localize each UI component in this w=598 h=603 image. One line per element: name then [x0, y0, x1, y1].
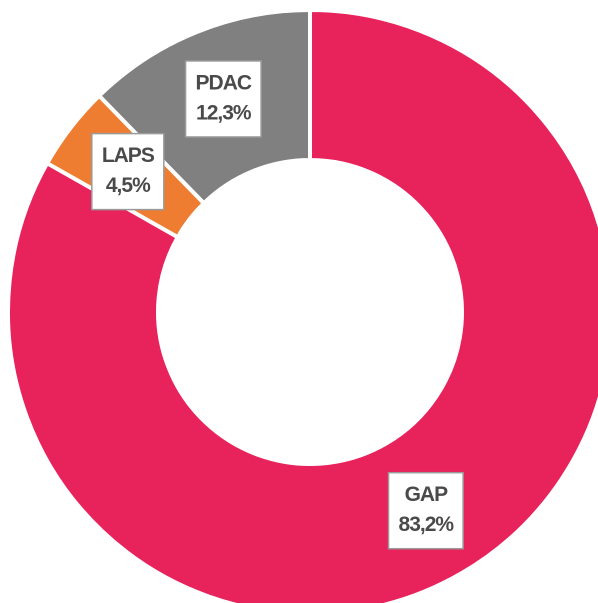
- data-label: LAPS 4,5%: [91, 132, 165, 211]
- value-label: 83,2%: [399, 513, 455, 536]
- donut-segment: [6, 7, 598, 603]
- category-label: PDAC: [196, 72, 252, 95]
- category-label: GAP: [405, 483, 449, 506]
- data-label: PDAC 12,3%: [184, 60, 262, 138]
- label-box: [184, 60, 262, 138]
- label-box: [91, 132, 165, 211]
- category-label: LAPS: [102, 144, 155, 167]
- value-label: 12,3%: [196, 102, 252, 125]
- value-label: 4,5%: [106, 174, 151, 197]
- data-label: GAP 83,2%: [387, 471, 464, 550]
- label-box: [387, 471, 464, 550]
